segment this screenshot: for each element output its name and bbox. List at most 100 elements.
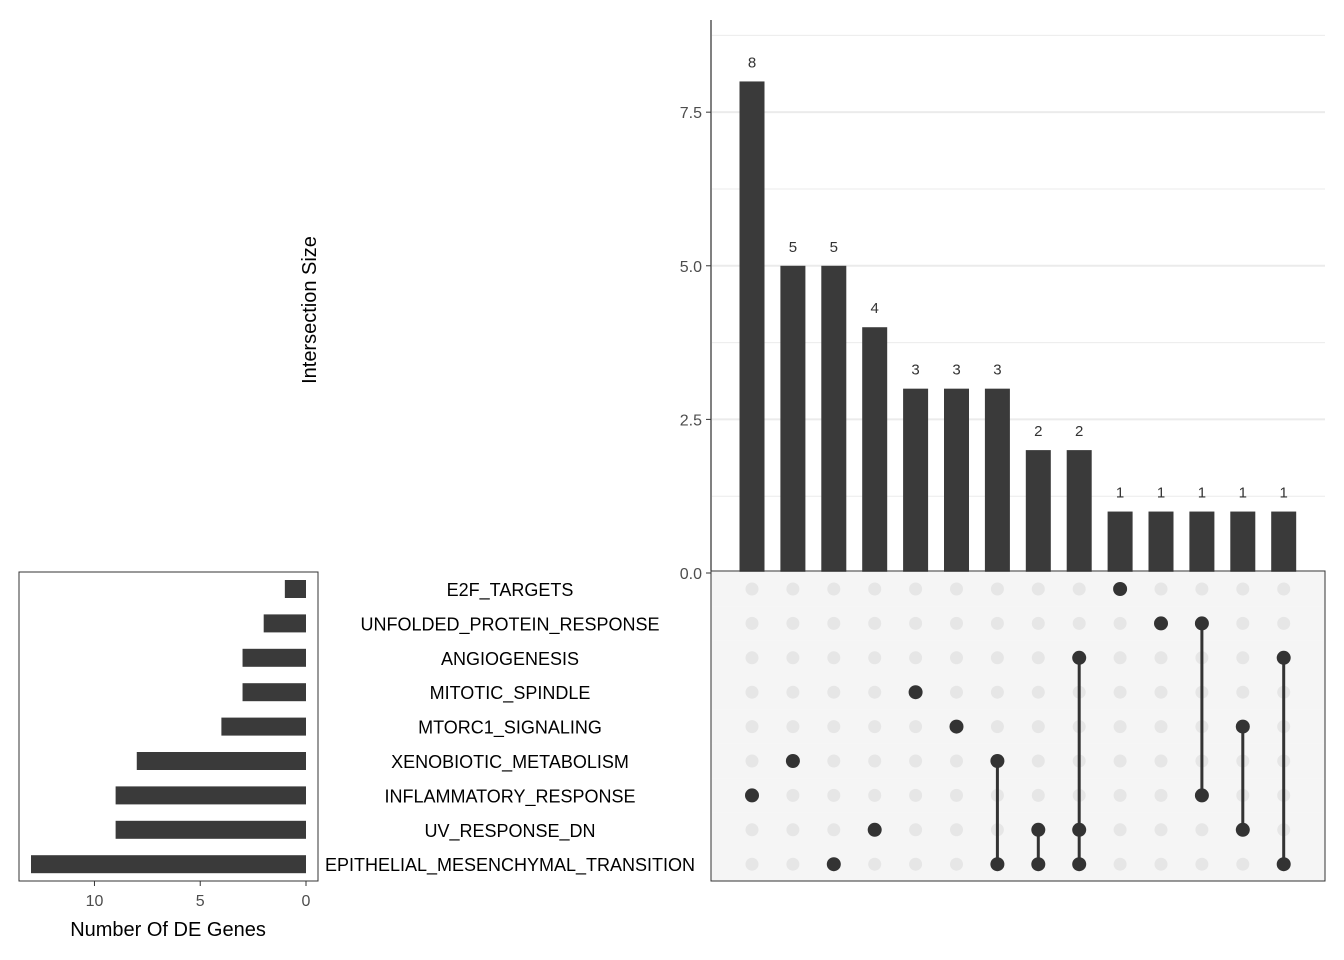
inactive-dot: [1236, 857, 1250, 871]
matrix-row-stripe: [711, 606, 1325, 641]
inactive-dot: [786, 720, 800, 734]
bar-value-label: 1: [1116, 485, 1124, 502]
inactive-dot: [827, 788, 841, 802]
inactive-dot: [827, 823, 841, 837]
set-label: UNFOLDED_PROTEIN_RESPONSE: [360, 614, 659, 635]
bar-value-label: 1: [1198, 485, 1206, 502]
inactive-dot: [950, 754, 963, 768]
active-dot: [990, 754, 1005, 768]
inactive-dot: [1113, 720, 1127, 734]
active-dot: [1194, 616, 1209, 631]
active-dot: [1276, 650, 1291, 665]
intersection-bar: [984, 388, 1010, 573]
inactive-dot: [745, 685, 759, 699]
inactive-dot: [1236, 582, 1250, 596]
inactive-dot: [1031, 582, 1045, 596]
inactive-dot: [1031, 754, 1045, 768]
inactive-dot: [1031, 788, 1045, 802]
y-tick-label: 7.5: [680, 105, 702, 122]
set-label: MTORC1_SIGNALING: [418, 718, 602, 739]
active-dot: [1154, 616, 1168, 631]
intersection-bar: [1271, 511, 1297, 573]
inactive-dot: [1154, 857, 1168, 871]
set-size-bar: [136, 752, 306, 770]
inactive-dot: [827, 651, 841, 665]
inactive-dot: [1154, 788, 1168, 802]
inactive-dot: [745, 720, 759, 734]
intersection-bar: [780, 265, 806, 573]
inactive-dot: [1072, 582, 1086, 596]
inactive-dot: [1113, 823, 1127, 837]
set-size-bar: [284, 580, 306, 598]
intersection-bar: [862, 327, 888, 573]
y-axis-title: Intersection Size: [299, 236, 321, 384]
inactive-dot: [868, 720, 882, 734]
active-dot: [1031, 822, 1046, 837]
inactive-dot: [745, 823, 759, 837]
inactive-dot: [909, 651, 923, 665]
active-dot: [867, 822, 882, 837]
set-size-bar: [115, 786, 306, 805]
inactive-dot: [1236, 685, 1250, 699]
active-dot: [1031, 857, 1046, 872]
set-label: EPITHELIAL_MESENCHYMAL_TRANSITION: [325, 855, 695, 876]
inactive-dot: [1277, 582, 1291, 596]
intersection-bar: [821, 265, 847, 573]
active-dot: [1072, 857, 1087, 872]
inactive-dot: [868, 788, 882, 802]
inactive-dot: [1277, 616, 1291, 630]
x-axis-title: Number Of DE Genes: [70, 919, 266, 941]
inactive-dot: [1154, 582, 1168, 596]
x-tick-label: 0: [302, 893, 311, 910]
inactive-dot: [868, 685, 882, 699]
y-tick-label: 0.0: [680, 566, 702, 583]
inactive-dot: [909, 754, 923, 768]
inactive-dot: [950, 616, 963, 630]
inactive-dot: [786, 651, 800, 665]
set-size-bar: [242, 648, 306, 667]
inactive-dot: [745, 857, 759, 871]
matrix-row-stripe: [711, 709, 1325, 744]
intersection-bar: [944, 388, 969, 573]
bar-value-label: 1: [1280, 485, 1288, 502]
y-tick-label: 2.5: [680, 412, 702, 429]
matrix-row-stripe: [711, 778, 1325, 813]
inactive-dot: [868, 582, 882, 596]
inactive-dot: [950, 582, 963, 596]
inactive-dot: [1154, 720, 1168, 734]
x-tick-label: 10: [86, 893, 104, 910]
set-label: XENOBIOTIC_METABOLISM: [391, 752, 629, 773]
intersection-bar: [1189, 511, 1215, 573]
active-dot: [949, 719, 964, 734]
inactive-dot: [786, 823, 800, 837]
inactive-dot: [868, 754, 882, 768]
intersection-bar: [739, 81, 765, 573]
matrix-row-stripe: [711, 640, 1325, 675]
bar-value-label: 2: [1034, 423, 1042, 440]
inactive-dot: [990, 651, 1004, 665]
inactive-dot: [1195, 823, 1209, 837]
inactive-dot: [990, 685, 1004, 699]
inactive-dot: [745, 582, 759, 596]
active-dot: [1235, 719, 1250, 734]
active-dot: [745, 788, 759, 803]
intersection-bar: [1107, 511, 1133, 573]
set-membership-matrix: [710, 570, 1326, 882]
intersection-bar: [1066, 450, 1092, 573]
inactive-dot: [786, 582, 800, 596]
intersection-size-panel: 0.0 2.5 5.0 7.5 8 5 5 4 3 3 3 2 2 1 1 1 1 1: [680, 20, 1325, 583]
intersection-bar: [903, 388, 929, 573]
inactive-dot: [909, 720, 923, 734]
matrix-border: [710, 570, 1326, 882]
matrix-row-stripe: [711, 571, 1325, 607]
inactive-dot: [868, 651, 882, 665]
inactive-dot: [1195, 857, 1209, 871]
x-tick-label: 5: [196, 893, 205, 910]
inactive-dot: [909, 788, 923, 802]
inactive-dot: [827, 582, 841, 596]
bar-value-label: 1: [1239, 485, 1247, 502]
bar-value-label: 3: [952, 362, 960, 379]
intersection-bar: [1230, 511, 1256, 573]
inactive-dot: [827, 616, 841, 630]
inactive-dot: [1031, 685, 1045, 699]
